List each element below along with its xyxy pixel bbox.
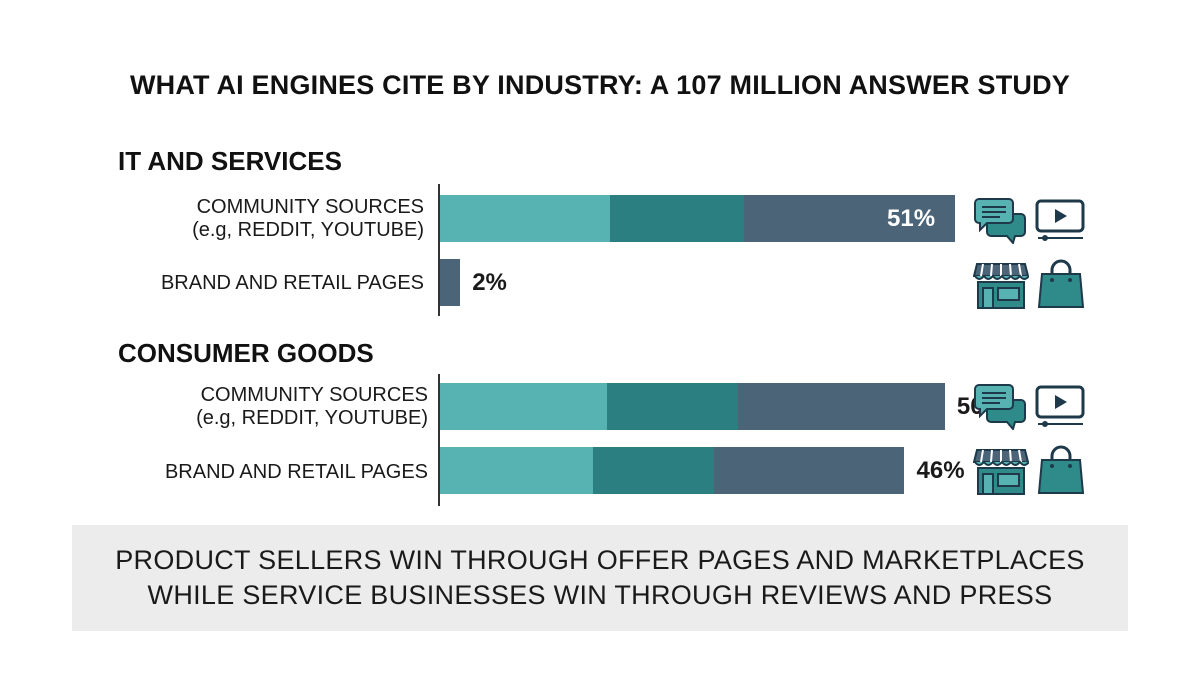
bar-it-community (440, 195, 955, 242)
row-label-line1: COMMUNITY SOURCES (196, 196, 424, 218)
row-label-cg-brand: BRAND AND RETAIL PAGES (165, 461, 428, 484)
row-label-line1: COMMUNITY SOURCES (200, 384, 428, 406)
bar-segment (440, 195, 610, 242)
shopping-bag-icon (1037, 445, 1085, 494)
row-label-cg-community: COMMUNITY SOURCES (e.g, REDDIT, YOUTUBE) (196, 384, 428, 430)
bar-segment (743, 195, 955, 242)
bar-segment (737, 383, 945, 430)
axis-line-consumer-goods (438, 374, 440, 506)
group-title-consumer-goods: CONSUMER GOODS (118, 338, 374, 368)
takeaway-line-1: PRODUCT SELLERS WIN THROUGH OFFER PAGES … (115, 545, 1085, 575)
bar-it-brand (440, 259, 461, 306)
storefront-icon (973, 449, 1029, 495)
chat-bubbles-icon (974, 384, 1026, 430)
chart-title: WHAT AI ENGINES CITE BY INDUSTRY: A 107 … (129, 70, 1071, 100)
bar-cg-community (440, 383, 945, 430)
bar-segment (440, 447, 594, 494)
value-label-cg-brand: 46% (916, 457, 965, 484)
bar-segment (714, 447, 905, 494)
storefront-icon (973, 263, 1029, 309)
bar-segment (440, 383, 607, 430)
bar-segment (440, 259, 461, 306)
group-title-it-services: IT AND SERVICES (118, 146, 342, 176)
bar-segment (606, 383, 738, 430)
axis-line-it-services (438, 184, 440, 316)
bar-cg-brand (440, 447, 905, 494)
row-label-line2: (e.g, REDDIT, YOUTUBE) (196, 407, 428, 429)
takeaway-line-2: WHILE SERVICE BUSINESSES WIN THROUGH REV… (147, 580, 1053, 610)
row-label-it-brand: BRAND AND RETAIL PAGES (161, 272, 424, 295)
row-label-line1: BRAND AND RETAIL PAGES (164, 461, 428, 483)
row-label-it-community: COMMUNITY SOURCES (e.g, REDDIT, YOUTUBE) (192, 196, 424, 242)
takeaway-banner: PRODUCT SELLERS WIN THROUGH OFFER PAGES … (72, 525, 1128, 631)
bar-segment (609, 195, 744, 242)
bar-segment (593, 447, 715, 494)
value-label-it-community: 51% (887, 205, 936, 232)
shopping-bag-icon (1037, 259, 1085, 308)
video-player-icon (1035, 199, 1085, 241)
video-player-icon (1035, 385, 1085, 427)
chat-bubbles-icon (974, 198, 1026, 244)
row-label-line2: (e.g, REDDIT, YOUTUBE) (192, 219, 424, 241)
value-label-it-brand: 2% (472, 269, 507, 296)
row-label-line1: BRAND AND RETAIL PAGES (160, 272, 424, 294)
